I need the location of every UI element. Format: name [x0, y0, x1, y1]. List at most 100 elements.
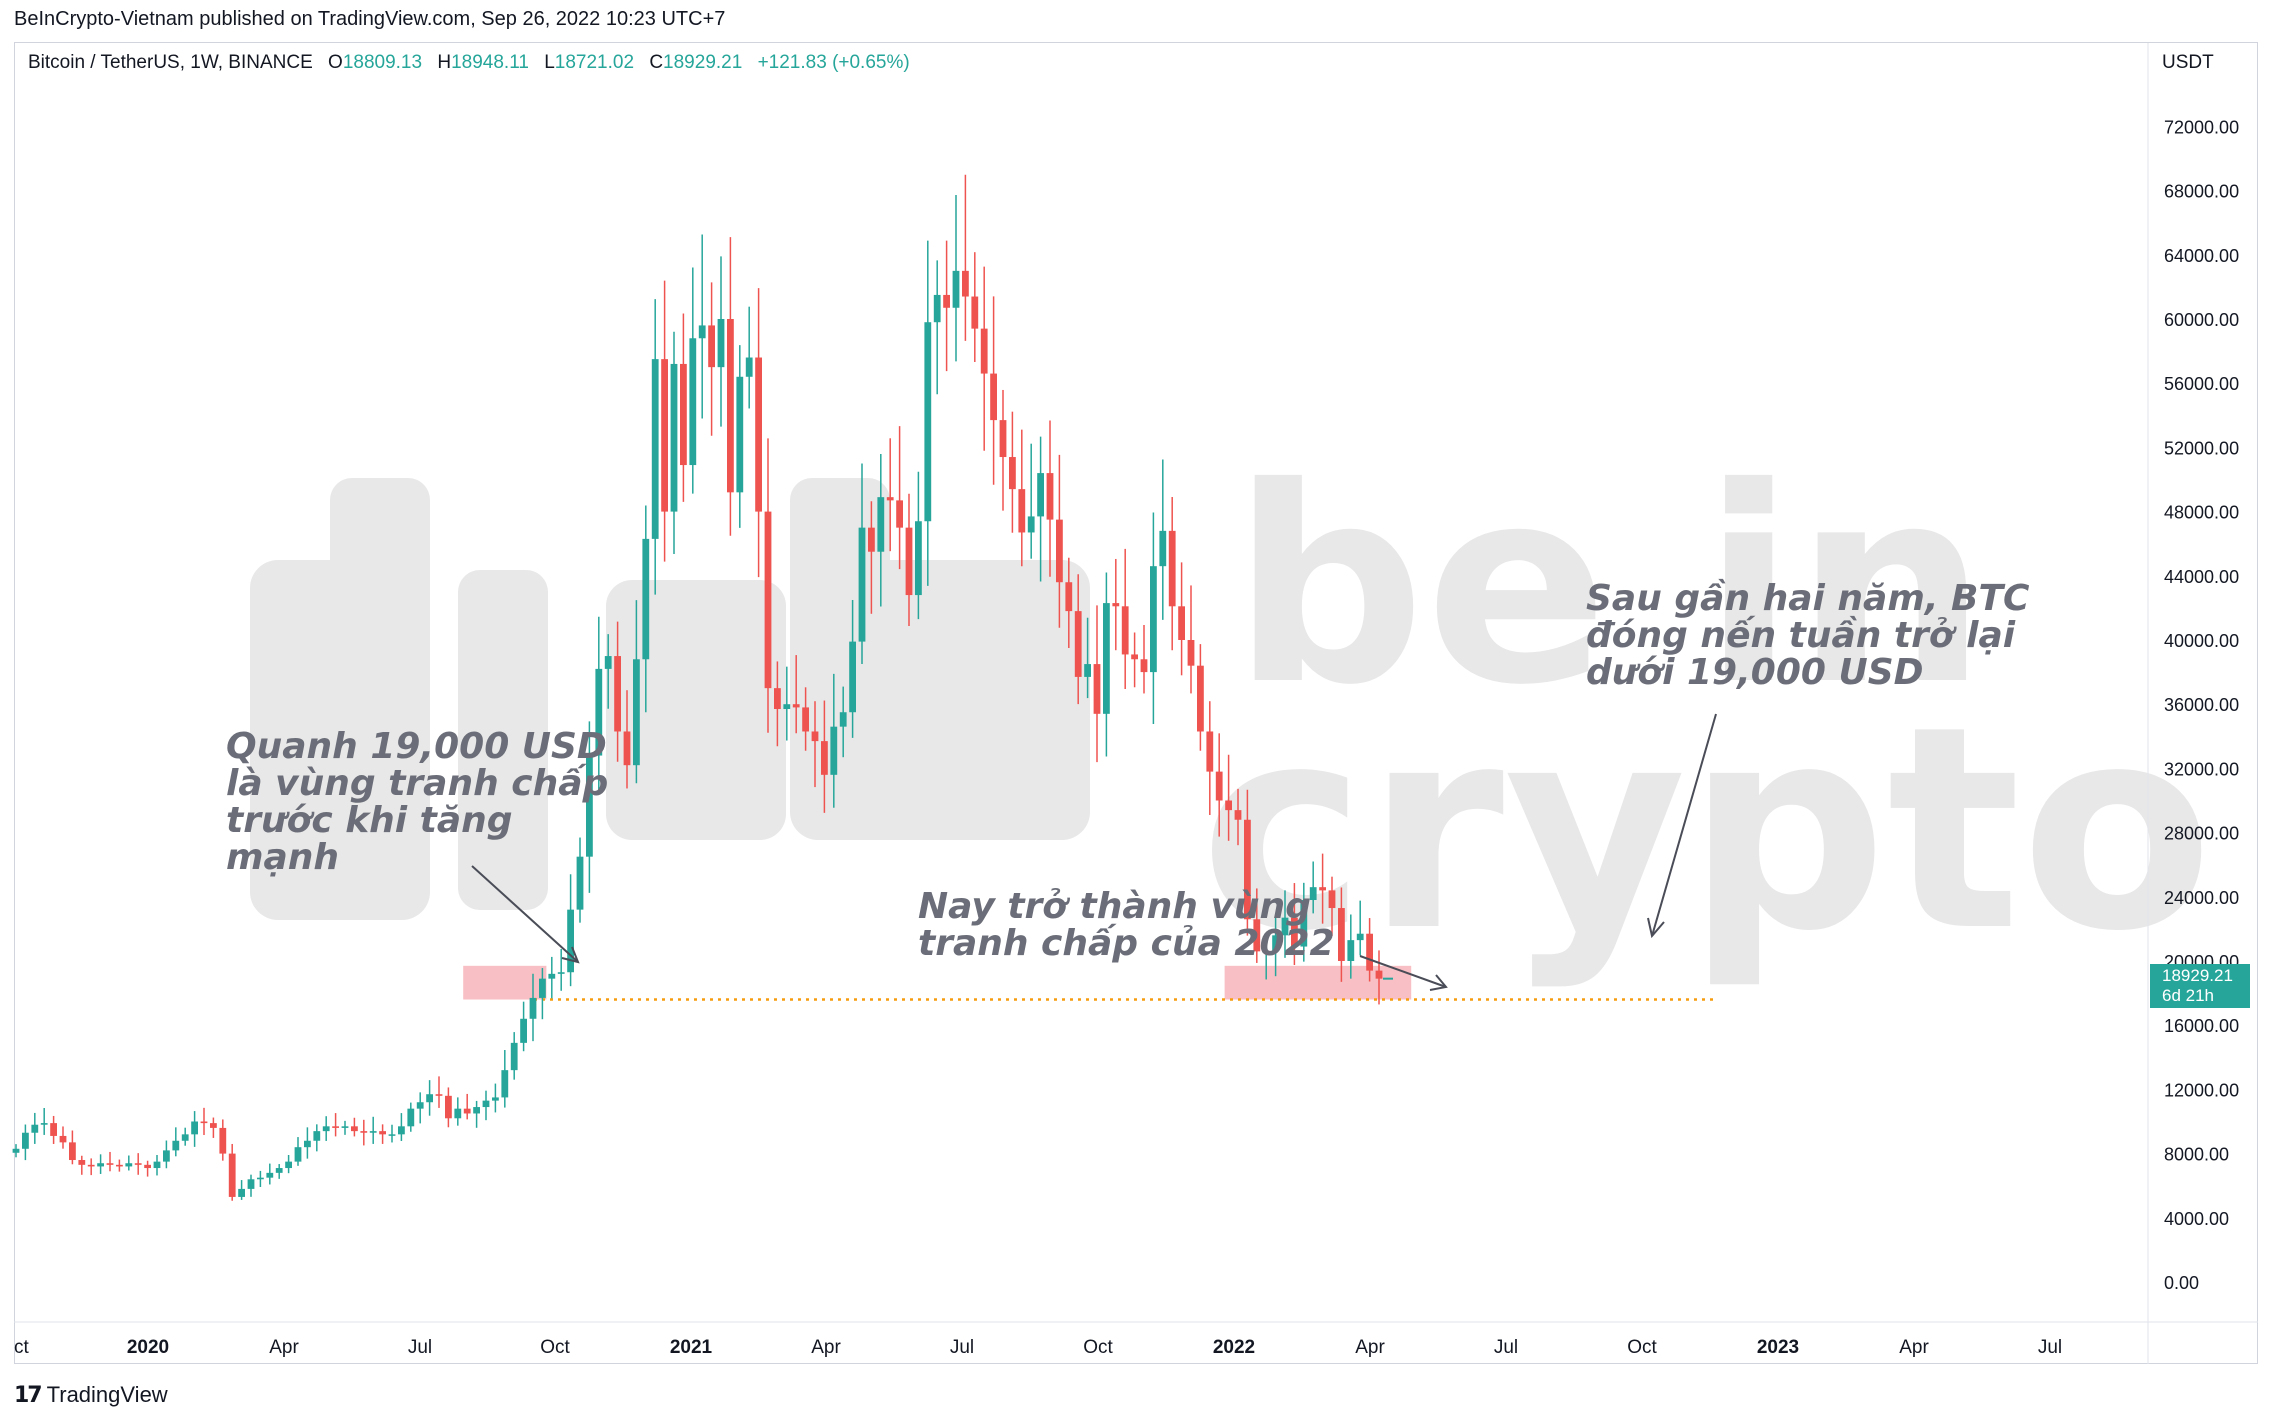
candle: [1065, 557, 1073, 649]
candle-body: [163, 1150, 170, 1162]
candle: [1187, 585, 1195, 694]
candle: [426, 1080, 433, 1116]
candle: [1046, 420, 1054, 577]
candle-body: [1009, 457, 1016, 490]
candle-body: [341, 1126, 349, 1128]
low-label: L: [544, 52, 555, 73]
candle-body: [266, 1172, 274, 1178]
candle-body: [369, 1131, 377, 1133]
tradingview-logo[interactable]: 𝟭𝟳 TradingView: [14, 1382, 168, 1408]
candle: [219, 1119, 227, 1161]
x-tick-label: ct: [14, 1337, 30, 1358]
candle-body: [755, 357, 762, 512]
candle: [59, 1126, 67, 1149]
candle-body: [510, 1042, 518, 1071]
candle-body: [886, 497, 894, 501]
candle: [623, 690, 631, 789]
candle-body: [435, 1094, 443, 1096]
high-value: 18948.11: [451, 52, 529, 73]
candle: [642, 505, 650, 713]
candle-body: [849, 641, 856, 713]
candle-body: [661, 359, 668, 512]
candle: [210, 1117, 217, 1138]
open-value: 18809.13: [342, 52, 423, 73]
candle: [1084, 617, 1091, 699]
candle: [576, 837, 584, 923]
chart-frame[interactable]: [14, 42, 2258, 1364]
candle-body: [1356, 933, 1364, 941]
candle: [228, 1143, 236, 1201]
candle: [134, 1153, 142, 1175]
candle: [22, 1124, 29, 1161]
candle: [454, 1097, 462, 1126]
candle-body: [1300, 900, 1308, 947]
candle: [1375, 950, 1383, 1005]
candle: [247, 1174, 255, 1197]
y-tick-label: 52000.00: [2164, 438, 2239, 458]
candle: [915, 471, 922, 620]
candle: [172, 1127, 180, 1157]
currency-label: USDT: [2162, 52, 2214, 73]
candle: [633, 600, 640, 784]
price-axis: [14, 43, 2258, 1364]
candle: [849, 599, 856, 738]
y-tick-label: 68000.00: [2164, 182, 2239, 202]
candle-body: [78, 1160, 86, 1165]
change-value: +121.83 (+0.65%): [757, 52, 910, 73]
candle-body: [971, 296, 979, 329]
candle: [999, 389, 1007, 511]
candle-body: [172, 1140, 180, 1151]
candle-body: [604, 656, 612, 669]
annotation-right: Sau gần hai năm, BTC đóng nến tuần trở l…: [1586, 580, 2029, 691]
candle-countdown-label: 6d 21h: [2162, 986, 2214, 1005]
candle-body: [943, 294, 950, 308]
x-tick-label: Jul: [950, 1337, 974, 1358]
candle: [1009, 411, 1016, 533]
arrow-right: [1651, 713, 1717, 937]
candle: [510, 1032, 518, 1080]
candle-body: [670, 363, 678, 512]
candle-body: [924, 322, 932, 522]
candle: [774, 661, 781, 747]
candle: [886, 438, 894, 552]
candle: [651, 299, 659, 595]
candle: [727, 237, 734, 536]
y-tick-label: 48000.00: [2164, 503, 2239, 523]
candle-body: [398, 1126, 405, 1135]
candle: [473, 1100, 480, 1128]
candle-body: [529, 997, 537, 1019]
y-tick-label: 12000.00: [2164, 1080, 2239, 1100]
candle-body: [445, 1095, 452, 1119]
candle: [116, 1159, 123, 1172]
candle-body: [379, 1131, 386, 1135]
candle: [1319, 853, 1326, 924]
candle-body: [153, 1161, 161, 1169]
candle-body: [97, 1163, 104, 1167]
candle: [445, 1087, 452, 1128]
x-tick-label: Jul: [1494, 1337, 1518, 1358]
candle-body: [548, 973, 556, 979]
candle-body: [247, 1179, 255, 1189]
candle: [275, 1164, 283, 1179]
candle-body: [708, 325, 715, 368]
candle-body: [539, 978, 546, 998]
candle-body: [1093, 664, 1101, 714]
candle-body: [952, 270, 960, 308]
candle-body: [1262, 951, 1270, 953]
candle: [755, 288, 762, 578]
candle: [557, 949, 565, 991]
candle: [313, 1124, 321, 1152]
candle: [736, 345, 744, 528]
candle-body: [774, 688, 781, 710]
candle: [1262, 939, 1270, 980]
candle-body: [332, 1126, 339, 1128]
candle: [398, 1113, 405, 1141]
candle-body: [764, 511, 772, 689]
candle-body: [12, 1148, 20, 1153]
open-label: O: [328, 52, 343, 73]
watermark-logo-icon: [250, 478, 1090, 920]
y-tick-label: 24000.00: [2164, 888, 2239, 908]
candle-body: [595, 668, 603, 756]
candle-body: [304, 1140, 311, 1148]
